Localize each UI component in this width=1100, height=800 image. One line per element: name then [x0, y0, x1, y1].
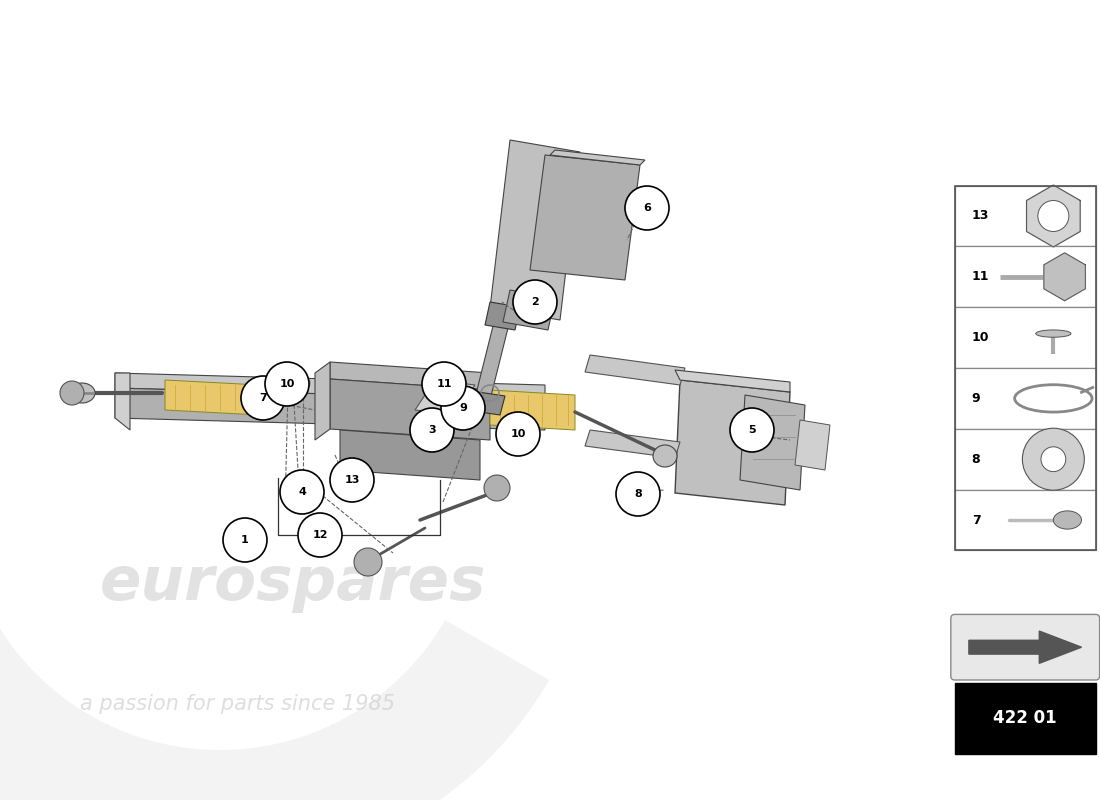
Polygon shape [585, 355, 685, 385]
Circle shape [730, 408, 774, 452]
Text: a passion for parts since 1985: a passion for parts since 1985 [80, 694, 395, 714]
FancyBboxPatch shape [955, 246, 1096, 307]
Polygon shape [675, 370, 790, 392]
Ellipse shape [1054, 511, 1081, 529]
Text: 6: 6 [644, 203, 651, 213]
Text: 4: 4 [298, 487, 306, 497]
Text: 1: 1 [241, 535, 249, 545]
Text: 10: 10 [510, 429, 526, 439]
Circle shape [441, 386, 485, 430]
Text: 3: 3 [428, 425, 436, 435]
Polygon shape [473, 392, 505, 415]
Text: 9: 9 [459, 403, 466, 413]
Circle shape [1041, 447, 1066, 471]
Polygon shape [116, 373, 544, 400]
FancyBboxPatch shape [955, 683, 1096, 754]
Polygon shape [116, 373, 130, 430]
Text: eurospares: eurospares [100, 554, 486, 613]
Text: 12: 12 [312, 530, 328, 540]
Polygon shape [585, 430, 680, 458]
Circle shape [496, 412, 540, 456]
Polygon shape [490, 140, 580, 320]
Circle shape [1022, 428, 1085, 490]
Circle shape [422, 362, 466, 406]
Text: 13: 13 [344, 475, 360, 485]
Text: 10: 10 [279, 379, 295, 389]
Polygon shape [675, 380, 790, 505]
Circle shape [330, 458, 374, 502]
Ellipse shape [273, 374, 308, 396]
Text: 7: 7 [260, 393, 267, 403]
Text: 2: 2 [531, 297, 539, 307]
Text: 11: 11 [437, 379, 452, 389]
Polygon shape [485, 302, 520, 330]
Circle shape [280, 470, 324, 514]
Polygon shape [530, 155, 640, 280]
Text: 8: 8 [971, 453, 980, 466]
Polygon shape [330, 379, 490, 440]
FancyBboxPatch shape [955, 490, 1096, 550]
Circle shape [223, 518, 267, 562]
FancyBboxPatch shape [955, 429, 1096, 490]
Polygon shape [490, 390, 575, 430]
Text: 13: 13 [971, 210, 989, 222]
Polygon shape [795, 420, 830, 470]
Circle shape [241, 376, 285, 420]
Polygon shape [550, 150, 645, 165]
Circle shape [410, 408, 454, 452]
Circle shape [1038, 201, 1069, 231]
Circle shape [265, 362, 309, 406]
Polygon shape [315, 362, 330, 440]
Text: 422 01: 422 01 [993, 710, 1057, 727]
Circle shape [60, 381, 84, 405]
Polygon shape [969, 631, 1081, 663]
Ellipse shape [69, 383, 95, 403]
Text: 8: 8 [634, 489, 642, 499]
Ellipse shape [653, 445, 676, 467]
Polygon shape [1044, 253, 1086, 301]
Text: 11: 11 [971, 270, 989, 283]
Polygon shape [740, 395, 805, 490]
Circle shape [298, 513, 342, 557]
Polygon shape [165, 380, 260, 415]
Circle shape [616, 472, 660, 516]
Polygon shape [1026, 185, 1080, 247]
Circle shape [484, 475, 510, 501]
Text: 5: 5 [748, 425, 756, 435]
Polygon shape [340, 430, 480, 480]
Circle shape [625, 186, 669, 230]
Polygon shape [475, 318, 510, 400]
Polygon shape [330, 362, 490, 390]
FancyBboxPatch shape [950, 614, 1100, 680]
Polygon shape [415, 380, 475, 415]
Polygon shape [0, 300, 549, 800]
Text: 9: 9 [971, 392, 980, 405]
FancyBboxPatch shape [955, 368, 1096, 429]
Text: 7: 7 [971, 514, 980, 526]
Circle shape [354, 548, 382, 576]
Text: 10: 10 [971, 331, 989, 344]
Polygon shape [116, 388, 544, 430]
Ellipse shape [1036, 330, 1071, 338]
FancyBboxPatch shape [955, 186, 1096, 246]
Polygon shape [503, 290, 556, 330]
Circle shape [513, 280, 557, 324]
FancyBboxPatch shape [955, 307, 1096, 368]
